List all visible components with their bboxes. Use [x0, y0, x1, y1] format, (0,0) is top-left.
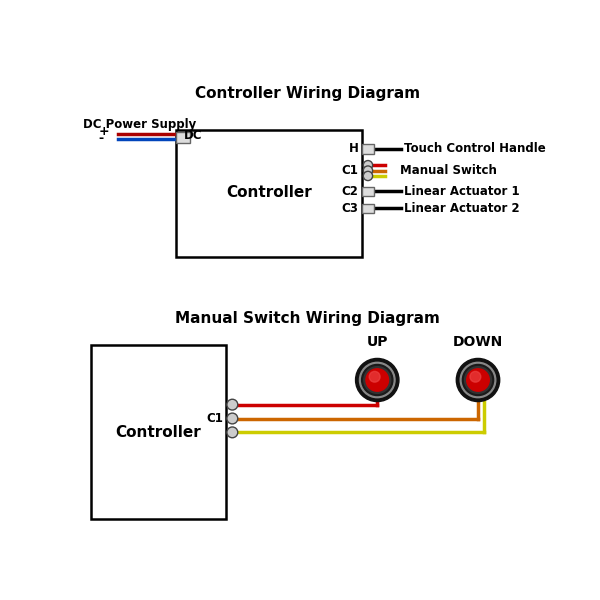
Circle shape [227, 413, 238, 424]
Circle shape [356, 358, 399, 401]
Text: C1: C1 [342, 164, 359, 177]
Circle shape [364, 166, 373, 175]
Text: Controller Wiring Diagram: Controller Wiring Diagram [195, 86, 420, 101]
Circle shape [227, 427, 238, 438]
Text: H: H [349, 142, 359, 155]
Circle shape [470, 371, 481, 382]
Circle shape [359, 362, 395, 398]
Bar [176, 132, 190, 143]
Circle shape [364, 367, 391, 394]
Bar [176, 130, 362, 257]
Bar [362, 145, 374, 154]
Text: Controller: Controller [115, 425, 201, 440]
Text: Linear Actuator 1: Linear Actuator 1 [404, 185, 520, 198]
Text: UP: UP [367, 335, 388, 349]
Text: -: - [98, 133, 103, 145]
Circle shape [460, 362, 496, 398]
Circle shape [369, 371, 380, 382]
Circle shape [463, 364, 494, 395]
Text: DC Power Supply: DC Power Supply [83, 118, 196, 131]
Text: Manual Switch: Manual Switch [401, 164, 497, 177]
Text: Manual Switch Wiring Diagram: Manual Switch Wiring Diagram [175, 311, 440, 326]
Circle shape [366, 369, 389, 391]
Text: +: + [98, 125, 109, 138]
Text: C1: C1 [206, 412, 223, 425]
Text: DOWN: DOWN [453, 335, 503, 349]
Text: C2: C2 [342, 185, 359, 198]
Circle shape [362, 364, 393, 395]
Circle shape [467, 369, 489, 391]
Circle shape [464, 367, 491, 394]
Text: DC: DC [184, 130, 202, 142]
Circle shape [457, 358, 500, 401]
Circle shape [364, 161, 373, 170]
Circle shape [364, 172, 373, 181]
Bar [91, 346, 226, 518]
Bar [362, 187, 374, 196]
Circle shape [227, 399, 238, 410]
Text: Controller: Controller [226, 185, 311, 200]
Text: C3: C3 [342, 202, 359, 215]
Bar [362, 203, 374, 213]
Text: Touch Control Handle: Touch Control Handle [404, 142, 546, 155]
Text: Linear Actuator 2: Linear Actuator 2 [404, 202, 520, 215]
